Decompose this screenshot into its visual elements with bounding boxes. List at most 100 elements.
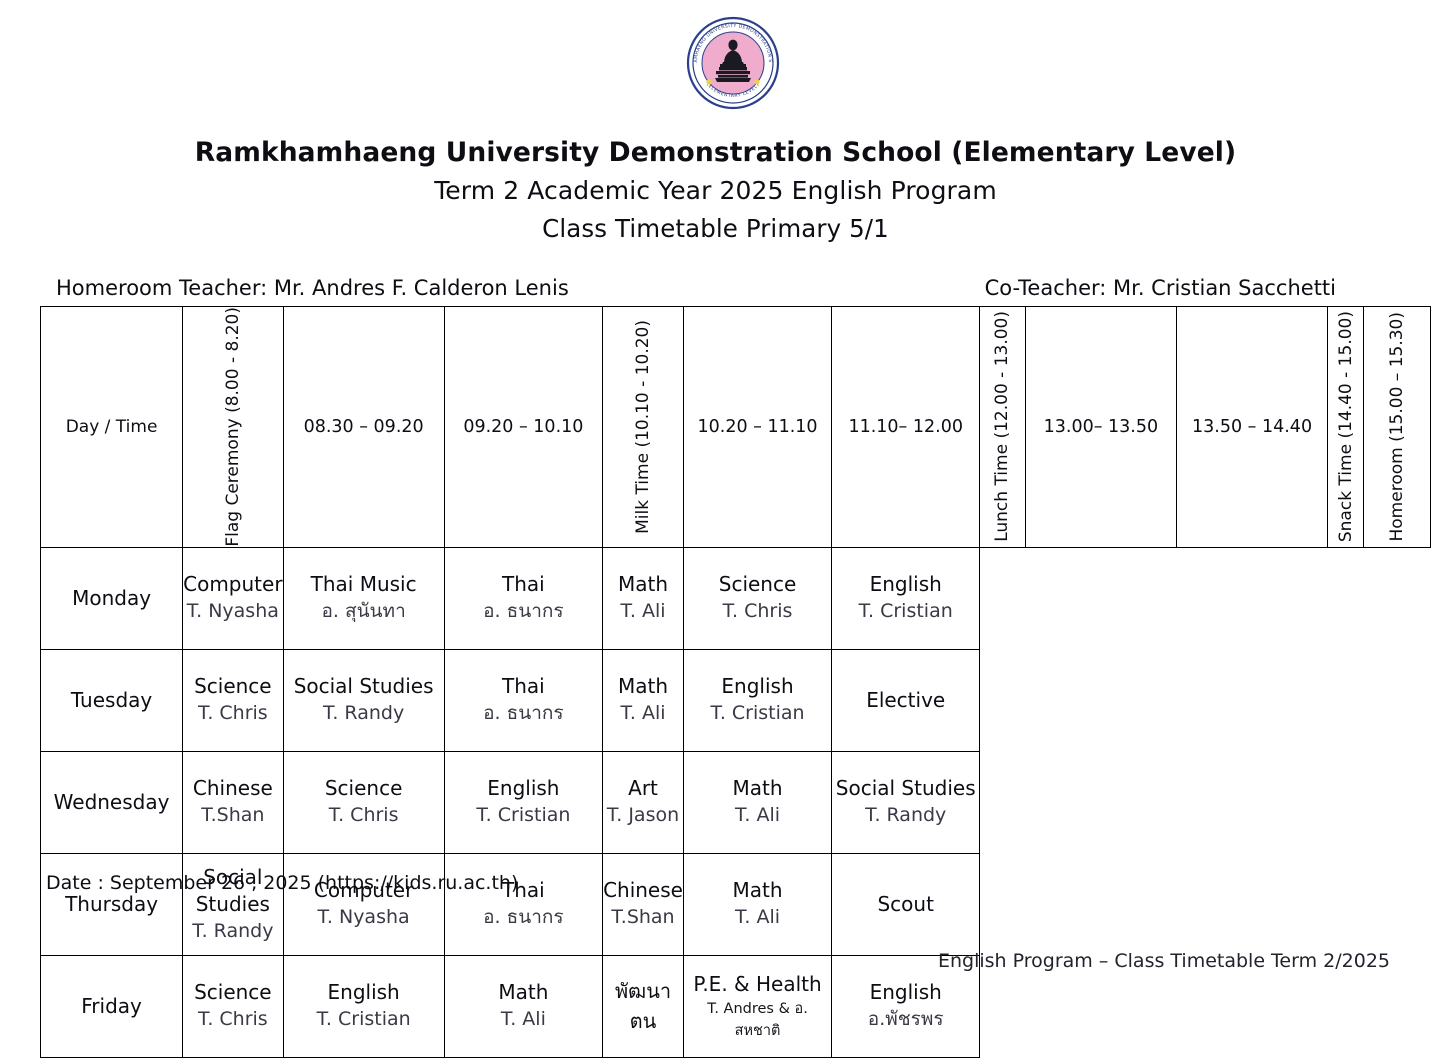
page-title-block: Ramkhamhaeng University Demonstration Sc… [0,134,1431,248]
teacher-label: T. Ali [735,804,781,827]
subject-label: Social Studies [293,674,434,699]
subject-label: P.E. & Health [693,971,822,996]
class-cell: Chinese T.Shan [182,750,284,854]
teacher-label: อ. สุนันทา [321,600,406,623]
subject-label: Scout [877,892,934,917]
page-title-term: Term 2 Academic Year 2025 English Progra… [434,176,997,205]
class-cell: Computer T. Nyasha [182,546,284,650]
subject-label: English [327,980,400,1005]
subject-label: English [487,776,560,801]
teacher-label: T. Chris [328,804,399,827]
class-cell: Thai อ. ธนากร [443,546,604,650]
class-timetable: Day / Time Flag Ceremony (8.00 - 8.20) 0… [39,306,1431,1058]
subject-label: Social Studies [835,776,976,801]
subject-label: English [869,572,942,597]
class-cell: Math T. Ali [602,546,684,650]
teacher-label: T. Chris [197,702,268,725]
subject-label: Chinese [603,878,683,903]
class-cell: Science T. Chris [182,648,284,752]
co-teacher-label: Co-Teacher: Mr. Cristian Sacchetti [984,276,1336,300]
subject-label: Math [618,674,669,699]
homeroom-teacher-label: Homeroom Teacher: Mr. Andres F. Calderon… [56,276,569,300]
break-column-snack-time: Snack Time (14.40 - 15.00) [1326,306,1365,548]
break-label-homeroom: Homeroom (15.00 – 15.30) [1387,312,1408,542]
subject-label: Thai [502,572,545,597]
day-label-tuesday: Tuesday [39,648,184,752]
teacher-label: T.Shan [611,906,675,929]
teacher-label: T. Jason [606,804,680,827]
header-period-4: 11.10– 12.00 [831,306,981,548]
class-cell: Elective [831,648,981,752]
class-cell: Math T. Ali [682,750,833,854]
table-row: Monday Computer T. Nyasha Thai Music อ. สุนั… [39,546,1431,650]
class-cell: Science T. Chris [282,750,445,854]
table-header-row: Day / Time Flag Ceremony (8.00 - 8.20) 0… [39,306,1431,548]
class-cell: English T. Cristian [443,750,604,854]
subject-label: Science [718,572,797,597]
table-row: Thursday Social Studies T. Randy Computer T.… [39,852,1431,956]
break-label-snack-time: Snack Time (14.40 - 15.00) [1335,311,1356,543]
teacher-label: T. Cristian [710,702,805,725]
day-label-wednesday: Wednesday [39,750,184,854]
subject-label: Computer [313,878,414,903]
teacher-label: อ. ธนากร [483,906,564,929]
teacher-label: T. Ali [620,702,666,725]
teacher-label: T. Nyasha [186,600,279,623]
header-period-1: 08.30 – 09.20 [282,306,445,548]
class-cell: Art T. Jason [602,750,684,854]
subject-label: Computer [183,572,283,597]
teacher-label: อ. ธนากร [483,702,564,725]
teacher-label: อ. ธนากร [483,600,564,623]
class-cell: Social Studies T. Randy [182,852,284,956]
class-cell: Thai Music อ. สุนันทา [282,546,445,650]
break-label-flag-ceremony: Flag Ceremony (8.00 - 8.20) [222,307,243,547]
teacher-label: T. Nyasha [317,906,410,929]
subject-label: Science [194,980,272,1005]
class-cell: Thai อ. ธนากร [443,852,604,956]
page-title-class: Class Timetable Primary 5/1 [542,214,889,243]
table-row: Tuesday Science T. Chris Social Studies T. R… [39,648,1431,752]
class-cell: Computer T. Nyasha [282,852,445,956]
break-column-flag-ceremony: Flag Ceremony (8.00 - 8.20) [182,306,284,548]
subject-label: Social Studies [195,864,270,916]
teacher-label: T. Ali [620,600,666,623]
subject-label: Math [618,572,669,597]
day-label-monday: Monday [39,546,184,650]
subject-label: Math [732,878,783,903]
subject-label: Math [732,776,783,801]
school-crest-icon: RAMKHAMHAENG UNIVERSITY DEMONSTRATION SC… [683,14,780,110]
header-period-6: 13.50 – 14.40 [1176,306,1328,548]
subject-label: Art [628,776,658,801]
teacher-label: T. Chris [722,600,793,623]
class-cell: English T. Cristian [831,546,981,650]
teacher-label: T. Ali [735,906,781,929]
timetable-page: RAMKHAMHAENG UNIVERSITY DEMONSTRATION SC… [0,14,1431,1058]
teacher-label: T.Shan [201,804,265,827]
class-cell: Social Studies T. Randy [831,750,981,854]
break-label-milk-time: Milk Time (10.10 - 10.20) [633,319,654,534]
program-footer: English Program – Class Timetable Term 2… [937,950,1390,972]
header-period-5: 13.00– 13.50 [1024,306,1178,548]
teacher-label: T. Randy [323,702,405,725]
subject-label: Science [324,776,403,801]
school-crest-logo: RAMKHAMHAENG UNIVERSITY DEMONSTRATION SC… [683,14,783,112]
subject-label: Science [194,674,272,699]
class-cell: Math T. Ali [682,852,833,956]
subject-label: Math [498,980,549,1005]
break-column-homeroom: Homeroom (15.00 – 15.30) [1363,306,1431,548]
subject-label: Elective [866,688,946,713]
subject-label: English [721,674,794,699]
teacher-label: T. Cristian [476,804,571,827]
subject-label: Thai Music [310,572,417,597]
teacher-label: T. Randy [865,804,947,827]
page-title-school: Ramkhamhaeng University Demonstration Sc… [194,137,1237,168]
subject-label: พัฒนาตน [614,979,672,1034]
teacher-label: T. Randy [192,919,274,942]
break-label-lunch-time: Lunch Time (12.00 - 13.00) [992,311,1013,543]
class-cell: Chinese T.Shan [602,852,684,956]
class-cell: Science T. Chris [682,546,833,650]
header-period-2: 09.20 – 10.10 [443,306,604,548]
class-cell: Math T. Ali [602,648,684,752]
date-footer: Date : September 26 , 2025 (https://kids… [46,872,519,894]
class-cell: English T. Cristian [682,648,833,752]
